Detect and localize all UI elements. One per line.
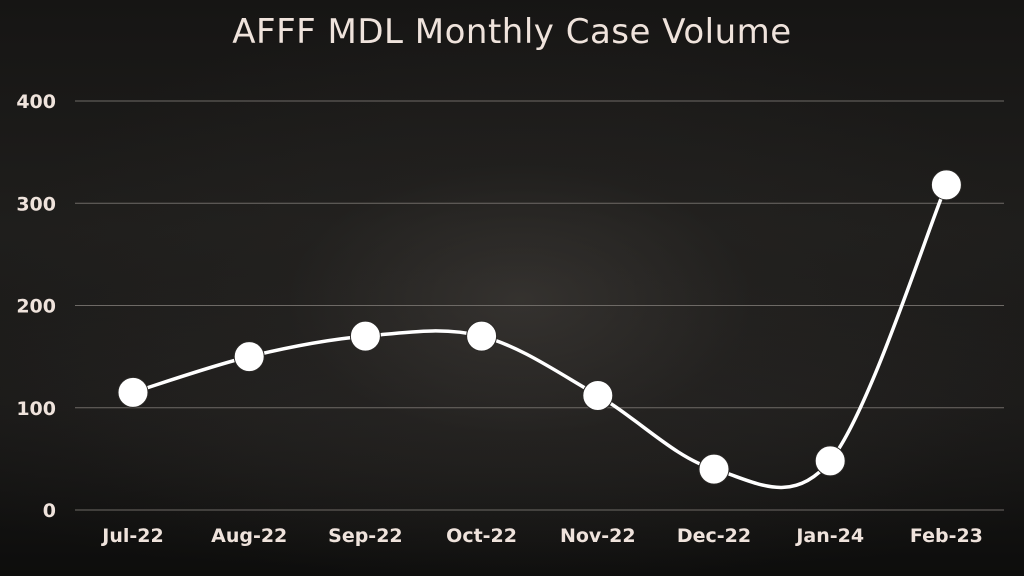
chart-title: AFFF MDL Monthly Case Volume [232,12,792,52]
y-tick-label: 0 [43,500,56,522]
data-point-Jan-24 [814,445,846,477]
y-tick-label: 100 [16,398,56,420]
y-tick-label: 400 [16,91,56,113]
x-tick-label: Aug-22 [211,525,287,547]
data-point-Dec-22 [698,453,730,485]
data-point-Feb-23 [930,169,962,201]
x-tick-label: Oct-22 [446,525,517,547]
x-tick-label: Feb-23 [910,525,983,547]
x-tick-label: Dec-22 [677,525,751,547]
x-tick-label: Jul-22 [100,525,163,547]
data-point-Sep-22 [349,320,381,352]
series-line [131,183,949,490]
data-point-Nov-22 [582,379,614,411]
data-point-Jul-22 [117,376,149,408]
data-point-Oct-22 [466,320,498,352]
y-tick-label: 200 [16,296,56,318]
x-tick-label: Nov-22 [560,525,636,547]
x-tick-label: Jan-24 [794,525,864,547]
y-tick-label: 300 [16,193,56,215]
data-point-Aug-22 [233,341,265,373]
x-tick-label: Sep-22 [328,525,403,547]
